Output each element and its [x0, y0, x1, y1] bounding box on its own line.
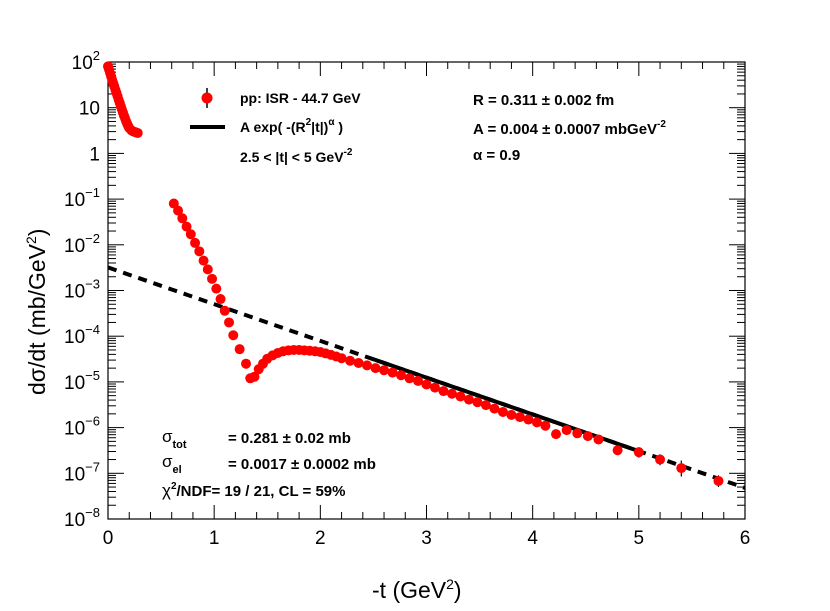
data-point	[219, 305, 230, 316]
data-point	[224, 317, 235, 328]
data-point	[633, 447, 644, 458]
data-point	[228, 330, 239, 341]
data-point	[472, 397, 483, 408]
data-point	[497, 406, 508, 417]
x-tick-label: 3	[421, 528, 432, 549]
fit-param-alpha: α = 0.9	[473, 147, 520, 164]
legend-range-label: 2.5 < |t| < 5 GeV-2	[240, 147, 353, 165]
data-point	[480, 400, 491, 411]
x-axis-title: -t (GeV2)	[372, 576, 462, 603]
data-points	[103, 61, 724, 488]
y-tick-label: 1	[89, 144, 100, 165]
data-point	[561, 425, 572, 436]
y-tick-label: 10−3	[64, 277, 100, 303]
y-tick-label: 10−2	[64, 231, 100, 257]
data-point	[345, 355, 356, 366]
data-point	[713, 475, 724, 486]
data-point	[396, 370, 407, 381]
y-tick-label: 10−8	[64, 505, 100, 531]
fit-param-a: A = 0.004 ± 0.0007 mbGeV-2	[473, 119, 666, 138]
data-point	[379, 365, 390, 376]
data-point	[190, 237, 201, 248]
y-axis-tick-labels: 102 10 1 10−1 10−2 10−3 10−4 10−5 10−6 10−7 10−8	[64, 48, 100, 531]
data-point	[202, 264, 213, 275]
data-point	[404, 373, 415, 384]
data-point	[523, 414, 534, 425]
fit-param-r: R = 0.311 ± 0.002 fm	[473, 92, 614, 109]
legend-fit-label: A exp( -(R2|t|)α )	[240, 117, 343, 135]
data-point	[593, 434, 604, 445]
data-point	[676, 463, 687, 474]
x-tick-label: 5	[634, 528, 645, 549]
data-point	[655, 454, 666, 465]
data-point	[198, 255, 209, 266]
data-point	[211, 283, 222, 294]
data-point	[241, 358, 252, 369]
data-point	[362, 360, 373, 371]
data-point	[185, 229, 196, 240]
data-point	[353, 357, 364, 368]
data-point	[463, 394, 474, 405]
fit-curve-solid	[372, 357, 640, 454]
data-point	[612, 445, 623, 456]
sigma-tot-value: = 0.281 ± 0.02 mb	[228, 430, 351, 447]
y-axis-ticks	[108, 61, 745, 520]
data-point	[429, 382, 440, 393]
chi2-ndf: χ2/NDF= 19 / 21, CL = 59%	[162, 481, 345, 500]
data-point	[249, 371, 260, 382]
data-point	[181, 221, 192, 232]
legend-data-label: pp: ISR - 44.7 GeV	[240, 90, 361, 106]
y-tick-label: 102	[72, 48, 100, 74]
legend: pp: ISR - 44.7 GeV A exp( -(R2|t|)α ) 2.…	[190, 88, 361, 165]
y-tick-label: 10	[79, 99, 100, 120]
y-tick-label: 10−5	[64, 368, 100, 394]
data-point	[489, 403, 500, 414]
x-tick-label: 2	[315, 528, 326, 549]
data-point	[234, 344, 245, 355]
data-point	[421, 379, 432, 390]
data-point	[572, 428, 583, 439]
data-point	[173, 205, 184, 216]
y-axis-title: dσ/dt (mb/GeV2)	[23, 229, 50, 395]
fit-parameters: R = 0.311 ± 0.002 fm A = 0.004 ± 0.0007 …	[473, 92, 666, 164]
data-point	[582, 431, 593, 442]
data-point	[506, 409, 517, 420]
data-point	[455, 391, 466, 402]
data-point	[531, 417, 542, 428]
data-point	[413, 375, 424, 386]
data-point	[194, 246, 205, 257]
legend-data-marker	[201, 92, 213, 104]
x-tick-label: 0	[103, 528, 114, 549]
y-tick-label: 10−1	[64, 185, 100, 211]
data-point	[540, 420, 551, 431]
y-tick-label: 10−4	[64, 322, 100, 348]
data-point	[446, 388, 457, 399]
data-point	[370, 363, 381, 374]
y-tick-label: 10−7	[64, 459, 100, 485]
data-point	[132, 127, 143, 138]
data-point	[336, 353, 347, 364]
y-tick-label: 10−6	[64, 414, 100, 440]
x-tick-label: 6	[740, 528, 751, 549]
data-point	[177, 213, 188, 224]
data-point	[514, 412, 525, 423]
data-point	[387, 367, 398, 378]
data-point	[438, 386, 449, 397]
data-point	[207, 273, 218, 284]
x-tick-label: 4	[527, 528, 538, 549]
sigma-tot-symbol: σtot	[162, 427, 187, 451]
cross-section-info: σtot = 0.281 ± 0.02 mb σel = 0.0017 ± 0.…	[162, 427, 376, 500]
data-point	[215, 294, 226, 305]
x-tick-label: 1	[209, 528, 220, 549]
sigma-el-value: = 0.0017 ± 0.0002 mb	[228, 456, 376, 473]
x-axis-ticks	[107, 62, 746, 519]
sigma-el-symbol: σel	[162, 452, 182, 476]
x-axis-tick-labels: 0 1 2 3 4 5 6	[103, 528, 751, 549]
data-point	[551, 429, 562, 440]
